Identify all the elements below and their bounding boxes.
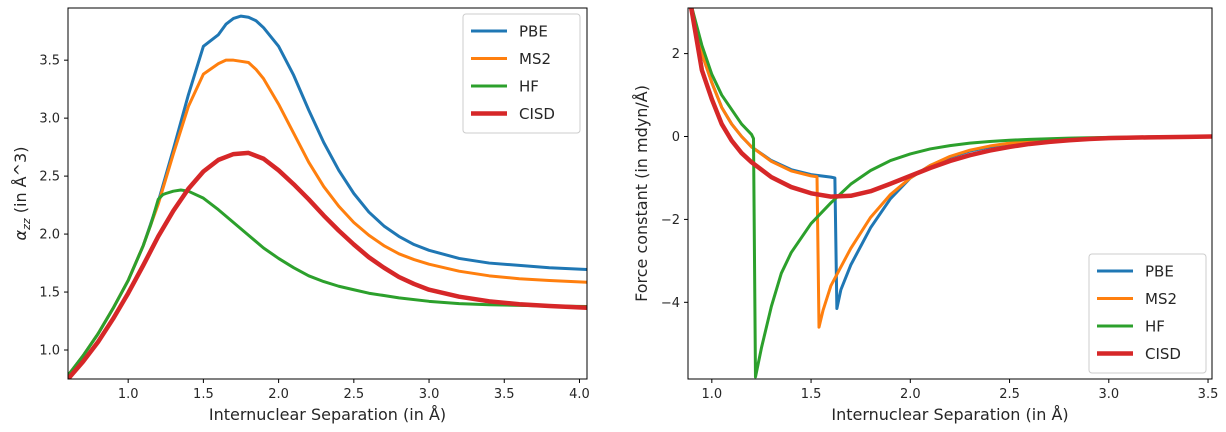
y-tick-label: 1.5 — [39, 286, 60, 301]
y-tick-label: 2.5 — [39, 170, 60, 185]
series-layer — [688, 8, 1212, 379]
plot-frame — [687, 7, 1213, 380]
x-tick-label: 2.0 — [900, 387, 921, 402]
series-line-hf — [690, 8, 1212, 379]
x-tick-label: 4.0 — [569, 387, 590, 402]
legend-label-cisd: CISD — [1145, 345, 1181, 363]
series-line-cisd — [68, 150, 587, 379]
y-axis-label: αzz (in Å^3) — [11, 147, 33, 241]
x-tick-label: 1.0 — [118, 387, 139, 402]
legend-label-ms2: MS2 — [1145, 290, 1177, 308]
x-tick-label: 3.0 — [419, 387, 440, 402]
y-tick-label: 1.0 — [39, 344, 60, 359]
y-tick-label: −4 — [661, 296, 680, 311]
y-axis-label-subscript: zz — [20, 218, 33, 231]
y-axis-label: Force constant (in mdyn/Å) — [632, 85, 651, 302]
y-tick-label: 3.0 — [39, 112, 60, 127]
x-tick-label: 1.5 — [193, 387, 214, 402]
legend-box — [1088, 253, 1207, 374]
legend: PBE MS2 HF CISD — [462, 13, 581, 134]
x-axis: 1.0 1.5 2.0 2.5 3.0 3.5 4.0 — [118, 379, 590, 402]
series-line-ms2 — [690, 8, 1212, 329]
y-axis-label-units: (in Å^3) — [11, 147, 30, 219]
y-tick-label: 2 — [672, 47, 680, 62]
legend: PBE MS2 HF CISD — [1088, 253, 1207, 374]
force-constant-chart: 1.0 1.5 2.0 2.5 3.0 3.5 −4 −2 0 2 Internuclear S… — [632, 7, 1218, 424]
x-tick-label: 1.0 — [701, 387, 722, 402]
y-axis: −4 −2 0 2 — [661, 47, 688, 311]
legend-label-hf: HF — [1145, 318, 1165, 336]
x-tick-label: 3.0 — [1098, 387, 1119, 402]
series-line-hf — [68, 188, 587, 377]
x-tick-label: 2.5 — [999, 387, 1020, 402]
x-tick-label: 1.5 — [801, 387, 822, 402]
series-line-cisd — [688, 8, 1212, 199]
legend-label-pbe: PBE — [519, 23, 548, 41]
legend-label-cisd: CISD — [519, 105, 555, 123]
legend-label-hf: HF — [519, 78, 539, 96]
x-tick-label: 2.5 — [343, 387, 364, 402]
y-tick-label: 2.0 — [39, 228, 60, 243]
legend-box — [462, 13, 581, 134]
x-tick-label: 2.0 — [268, 387, 289, 402]
x-axis: 1.0 1.5 2.0 2.5 3.0 3.5 — [701, 379, 1218, 402]
y-tick-label: 0 — [672, 130, 680, 145]
series-layer — [68, 14, 587, 379]
x-axis-label: Internuclear Separation (in Å) — [209, 405, 446, 424]
y-axis: 1.0 1.5 2.0 2.5 3.0 3.5 — [39, 54, 68, 359]
x-axis-label: Internuclear Separation (in Å) — [831, 405, 1068, 424]
y-tick-label: −2 — [661, 213, 680, 228]
polarizability-chart: 1.0 1.5 2.0 2.5 3.0 3.5 4.0 1.0 1.5 2.0 2.5 3.0 3.5… — [11, 7, 590, 424]
legend-label-pbe: PBE — [1145, 263, 1174, 281]
x-tick-label: 3.5 — [494, 387, 515, 402]
x-tick-label: 3.5 — [1198, 387, 1219, 402]
y-axis-label-symbol: α — [11, 229, 30, 240]
plot-frame — [67, 7, 588, 380]
y-tick-label: 3.5 — [39, 54, 60, 69]
legend-label-ms2: MS2 — [519, 50, 551, 68]
